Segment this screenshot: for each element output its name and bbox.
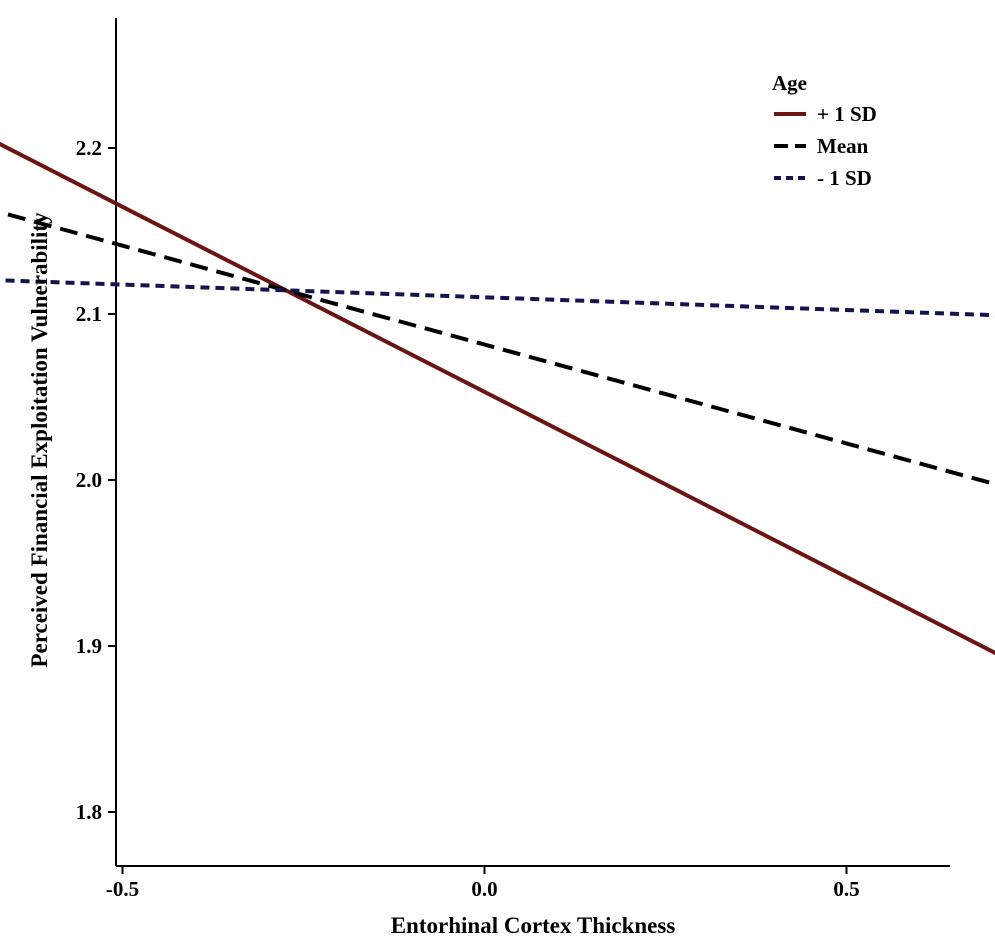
series-line-2 [0, 278, 995, 318]
y-tick-label: 2.1 [76, 302, 102, 326]
legend-label: + 1 SD [817, 102, 877, 126]
series-line-0 [0, 141, 995, 656]
y-tick-label: 2.2 [76, 136, 102, 160]
legend: Age + 1 SD Mean - 1 SD [772, 71, 877, 190]
x-axis-title: Entorhinal Cortex Thickness [391, 913, 676, 937]
series-line-1 [0, 210, 995, 487]
series-lines [0, 141, 995, 656]
legend-label: - 1 SD [817, 166, 872, 190]
y-tick-label: 2.0 [76, 468, 102, 492]
x-tick-label: 0.0 [471, 877, 497, 901]
y-ticks: 1.8 1.9 2.0 2.1 2.2 [76, 136, 116, 824]
x-tick-label: -0.5 [106, 877, 139, 901]
legend-title: Age [772, 71, 807, 95]
y-axis-title: Perceived Financial Exploitation Vulnera… [27, 212, 52, 668]
x-ticks: -1.0-0.50.00.51.0 [106, 866, 860, 901]
x-tick-label: 0.5 [833, 877, 859, 901]
legend-label: Mean [817, 134, 869, 158]
y-tick-label: 1.9 [76, 634, 102, 658]
y-tick-label: 1.8 [76, 800, 102, 824]
